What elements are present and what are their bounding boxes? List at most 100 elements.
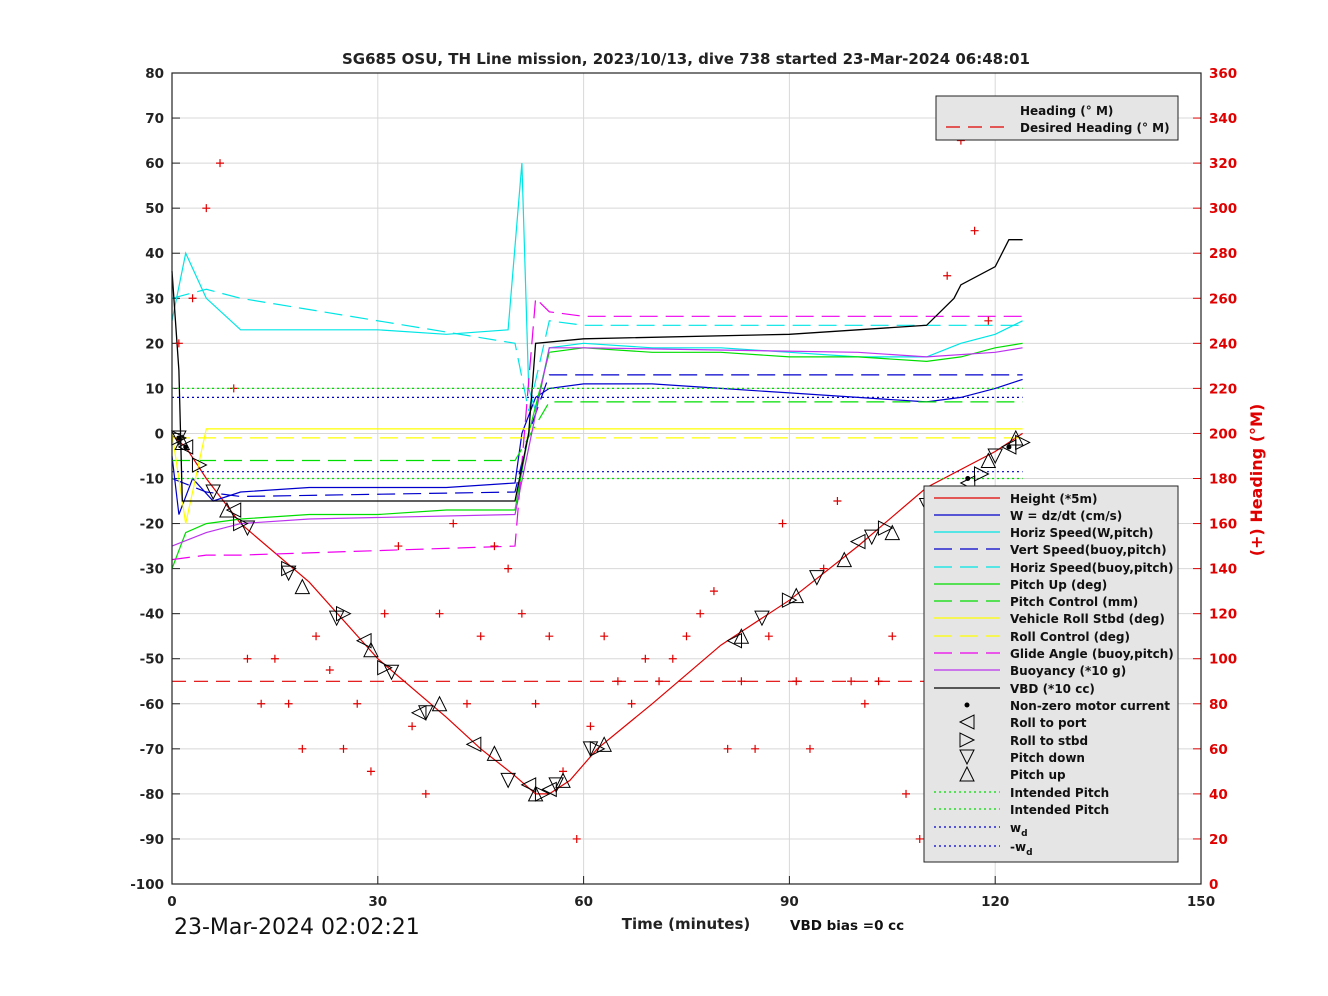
heading-marker: [490, 542, 499, 551]
heading-marker: [312, 632, 321, 641]
y2-tick-label: 80: [1209, 697, 1228, 713]
pitch-up-marker: [219, 501, 235, 518]
legend-vert-speed-buoy: Vert Speed(buoy,pitch): [1010, 543, 1167, 557]
y2-tick-label: 220: [1209, 381, 1237, 397]
y2-tick-label: 60: [1209, 742, 1228, 758]
pitch-up-marker: [294, 578, 311, 595]
pitch-down-marker: [809, 570, 825, 586]
legend-pitch-control: Pitch Control (mm): [1010, 595, 1138, 609]
y2-tick-label: 240: [1209, 336, 1237, 352]
pitch-down-marker: [863, 529, 880, 546]
heading-marker: [860, 699, 869, 708]
y-tick-label: 10: [145, 381, 164, 397]
legend-heading: Heading (° M) Desired Heading (° M): [935, 95, 1179, 141]
legend-intended-pitch-2: Intended Pitch: [1010, 803, 1109, 817]
series-w-dz-dt-cm-s-line: [171, 378, 1023, 515]
roll-to-stbd-marker: [281, 560, 297, 577]
heading-marker: [723, 744, 732, 753]
legend-horiz-speed-w: Horiz Speed(W,pitch): [1010, 526, 1153, 540]
series-buoyancy-10-g-line: [171, 347, 1023, 547]
series-horiz-speed-w-pitch-line: [171, 163, 1023, 414]
y2-tick-label: 260: [1209, 291, 1237, 307]
y-tick-label: 70: [145, 111, 164, 127]
pitch-up-marker: [596, 736, 612, 752]
heading-marker: [943, 271, 952, 280]
heading-marker: [888, 632, 897, 641]
heading-marker: [408, 722, 417, 731]
heading-marker: [174, 339, 183, 348]
y-tick-label: -20: [140, 517, 164, 533]
legend-vbd: VBD (*10 cc): [1010, 682, 1095, 696]
heading-marker: [572, 834, 581, 843]
x-tick-label: 90: [780, 894, 799, 910]
legend-swatch-roll-stbd: [959, 732, 976, 748]
heading-marker: [216, 159, 225, 168]
pitch-down-marker: [328, 610, 345, 627]
y-tick-label: -90: [140, 832, 164, 848]
y2-tick-label: 100: [1209, 652, 1237, 668]
series-pitch-control-mm-line: [172, 401, 1023, 462]
pitch-up-marker: [527, 785, 544, 802]
heading-marker: [531, 699, 540, 708]
pitch-down-marker: [418, 705, 434, 721]
pitch-down-marker: [754, 610, 770, 627]
pitch-up-marker: [431, 695, 448, 712]
y-tick-label: 0: [155, 426, 164, 442]
pitch-down-marker: [987, 448, 1004, 465]
legend-neg-wd-sub: d: [1026, 848, 1032, 858]
series-vehicle-roll-stbd-deg-line: [171, 428, 1023, 524]
x-axis-label: Time (minutes): [622, 915, 751, 933]
roll-to-stbd-marker: [191, 457, 208, 473]
heading-marker: [270, 654, 279, 663]
pitch-down-marker: [500, 772, 516, 789]
y2-tick-label: 280: [1209, 246, 1237, 262]
legend-main: Height (*5m) W = dz/dt (cm/s) Horiz Spee…: [923, 485, 1179, 863]
y-tick-label: -10: [140, 472, 164, 488]
legend-wd-w: w: [1010, 821, 1021, 835]
heading-marker: [627, 699, 636, 708]
y2-tick-label: 160: [1209, 517, 1237, 533]
roll-to-stbd-marker: [781, 592, 798, 608]
x-tick-label: 60: [574, 894, 593, 910]
pitch-down-marker: [239, 520, 256, 537]
y-tick-label: -30: [140, 562, 164, 578]
heading-marker: [394, 542, 403, 551]
legend-vehicle-roll: Vehicle Roll Stbd (deg): [1010, 612, 1165, 626]
legend-pitch-up: Pitch Up (deg): [1010, 578, 1107, 592]
legend-glide-angle: Glide Angle (buoy,pitch): [1010, 647, 1174, 661]
y2-tick-label: 140: [1209, 562, 1237, 578]
pitch-up-marker: [788, 587, 805, 604]
plot-frame: [171, 72, 1202, 885]
roll-to-port-marker: [849, 533, 866, 550]
heading-marker: [435, 609, 444, 618]
motor-current-marker: [1006, 444, 1012, 450]
heading-marker: [462, 699, 471, 708]
heading-marker: [764, 632, 773, 641]
y2-tick-label: 320: [1209, 156, 1237, 172]
heading-marker: [833, 497, 842, 506]
x-axis: 0 30 60 90 120 150: [167, 876, 1215, 910]
pitch-down-marker: [205, 484, 221, 501]
legend-pitch-down: Pitch down: [1010, 751, 1085, 765]
legend-wd: wd: [1010, 821, 1028, 839]
heading-marker: [586, 722, 595, 731]
y-tick-label: 40: [145, 246, 164, 262]
y-tick-label: -80: [140, 787, 164, 803]
y-tick-label: -100: [130, 877, 164, 893]
roll-to-port-marker: [726, 632, 743, 649]
series-horiz-speed-buoy-pitch-line: [171, 288, 1023, 412]
roll-to-stbd-marker: [1015, 434, 1031, 451]
legend-horiz-speed-buoy: Horiz Speed(buoy,pitch): [1010, 561, 1173, 575]
series-pitch-up-deg-line: [171, 342, 1023, 569]
legend-desired-heading-label: Desired Heading (° M): [1020, 121, 1170, 135]
legend-swatch-pitch-up: [959, 765, 975, 782]
y2-tick-label: 180: [1209, 472, 1237, 488]
roll-to-stbd-marker: [233, 515, 249, 532]
roll-to-stbd-marker: [973, 466, 990, 482]
heading-marker: [915, 834, 924, 843]
heading-marker: [805, 744, 814, 753]
legend-roll-control: Roll Control (deg): [1010, 630, 1130, 644]
roll-to-port-marker: [410, 704, 427, 721]
heading-marker: [188, 294, 197, 303]
pitch-up-marker: [836, 551, 853, 568]
